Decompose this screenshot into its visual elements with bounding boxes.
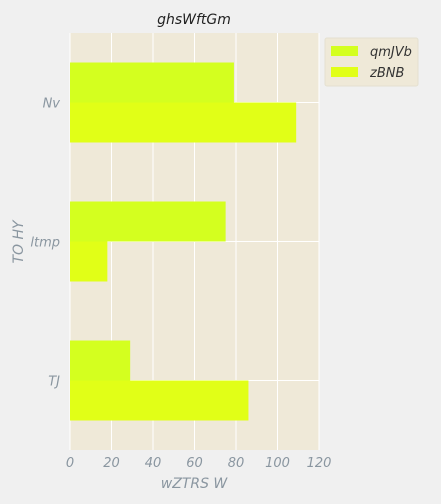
x-tick-label: 20: [103, 456, 120, 471]
x-tick-label: 80: [228, 456, 245, 471]
y-tick-label: ltmp: [30, 236, 60, 251]
x-axis-ticks: 0 20 40 60 80 100 120: [66, 456, 332, 471]
x-tick-label: 60: [186, 456, 203, 471]
bar-qmJVb-Nv: [70, 62, 234, 103]
legend: qmJVb zBNB: [324, 37, 419, 87]
bar-zBNB-TJ: [70, 380, 249, 421]
bar-qmJVb-TJ: [70, 340, 131, 381]
legend-label-qmjvb: qmJVb: [370, 45, 412, 60]
x-tick-label: 100: [265, 456, 290, 471]
x-tick-label: 120: [307, 456, 332, 471]
bars: [70, 62, 297, 421]
y-axis-ticks: Nv ltmp TJ: [30, 97, 60, 390]
y-tick-label: TJ: [48, 375, 60, 390]
y-tick-label: Nv: [43, 97, 61, 112]
legend-swatch-zbnb: [331, 67, 358, 77]
bar-zBNB-Nv: [70, 102, 297, 143]
legend-label-zbnb: zBNB: [369, 66, 404, 81]
bar-zBNB-ltmp: [70, 241, 108, 282]
x-tick-label: 0: [66, 456, 74, 471]
x-axis-label: wZTRS W: [161, 476, 229, 492]
y-axis-label: TO HY: [11, 219, 27, 264]
bar-qmJVb-ltmp: [70, 201, 226, 242]
x-tick-label: 40: [145, 456, 162, 471]
legend-swatch-qmjvb: [331, 46, 358, 56]
chart-title: ghsWftGm: [157, 12, 231, 28]
